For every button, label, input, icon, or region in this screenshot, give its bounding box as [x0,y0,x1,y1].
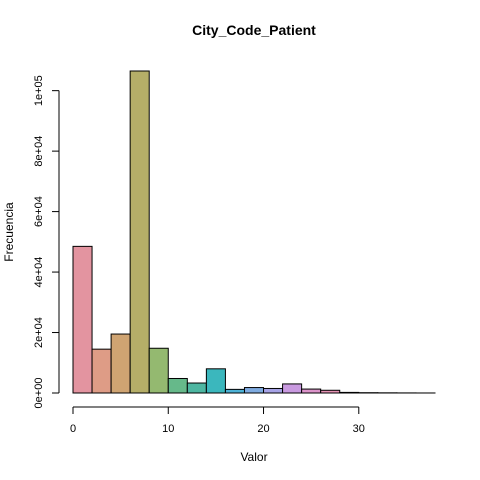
y-axis-label: Frecuencia [2,202,16,262]
histogram-bar-11 [282,383,303,394]
y-tick-label-0: 0e+00 [33,378,45,409]
y-tick-label-2: 4e+04 [33,257,45,288]
histogram-bar-5 [167,377,188,394]
bars-group [72,70,436,394]
histogram-bar-13 [320,389,341,394]
x-axis-label: Valor [240,450,267,464]
x-tick-label-0: 0 [70,423,76,435]
y-tick-label-4: 8e+04 [33,136,45,167]
histogram-bar-1 [91,348,112,394]
histogram-bar-4 [148,347,169,394]
histogram-bar-3 [129,70,150,394]
x-tick-label-1: 10 [162,423,174,435]
y-axis: 0e+00 2e+04 4e+04 6e+04 8e+04 1e+05 [33,75,60,409]
y-tick-label-3: 6e+04 [33,196,45,227]
histogram-bar-10 [263,387,284,394]
histogram-bar-14 [339,391,360,394]
x-tick-label-3: 30 [353,423,365,435]
histogram-bar-8 [224,388,245,394]
x-axis: 0 10 20 30 [70,406,365,435]
x-tick-label-2: 20 [257,423,269,435]
histogram-bar-7 [205,368,226,394]
histogram-bar-12 [301,388,322,394]
histogram-bar-0 [72,245,93,394]
histogram-bar-9 [243,387,265,394]
chart-title: City_Code_Patient [192,22,316,38]
y-tick-label-5: 1e+05 [33,75,45,106]
histogram-bar-6 [186,382,207,394]
histogram-bar-2 [110,333,131,394]
y-tick-label-1: 2e+04 [33,317,45,348]
